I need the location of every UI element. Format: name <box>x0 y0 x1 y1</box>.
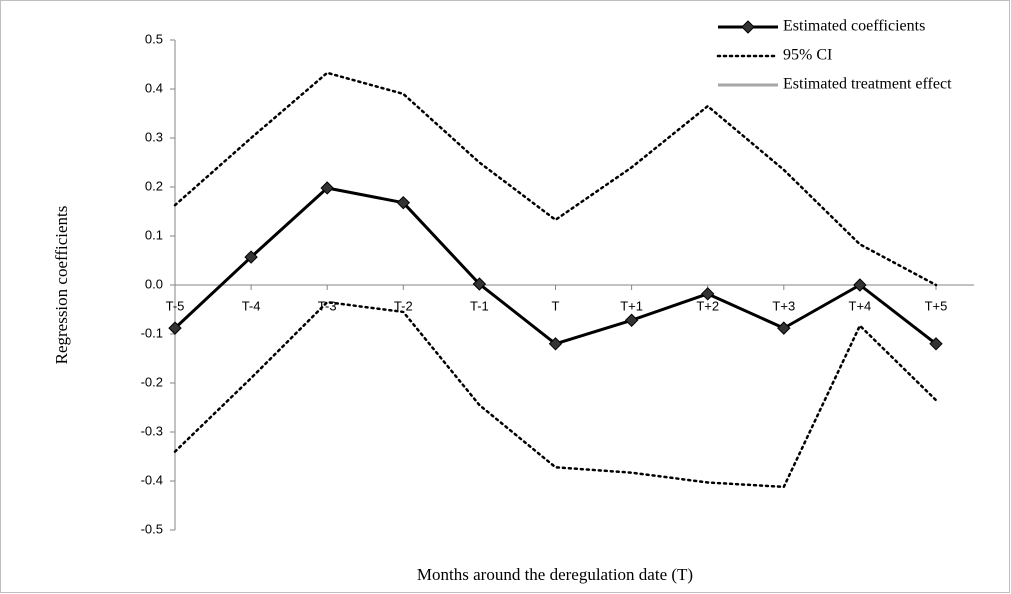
x-tick-label: T-1 <box>470 298 489 313</box>
y-tick-label: 0.4 <box>145 80 163 95</box>
x-tick-label: T+4 <box>849 298 872 313</box>
data-marker <box>548 337 563 351</box>
legend-label: Estimated treatment effect <box>783 76 952 93</box>
data-marker <box>624 313 639 327</box>
data-marker <box>320 181 334 195</box>
legend-label: Estimated coefficients <box>783 18 925 35</box>
x-tick-label: T-4 <box>242 298 261 313</box>
data-marker <box>472 277 487 291</box>
y-tick-label: -0.1 <box>141 325 163 340</box>
data-marker <box>929 337 943 351</box>
y-axis-title: Regression coefficients <box>52 206 71 365</box>
y-tick-label: 0.3 <box>145 129 163 144</box>
y-tick-label: 0.5 <box>145 31 163 46</box>
data-marker <box>777 321 791 335</box>
x-axis-title: Months around the deregulation date (T) <box>417 565 693 584</box>
x-tick-label: T <box>552 298 560 313</box>
x-tick-label: T+5 <box>925 298 948 313</box>
x-tick-label: T-5 <box>166 298 185 313</box>
data-marker <box>853 278 867 292</box>
data-marker <box>244 250 258 264</box>
data-marker <box>168 321 182 335</box>
series-line <box>173 71 938 287</box>
y-tick-label: -0.4 <box>141 472 163 487</box>
legend-marker <box>741 20 755 34</box>
x-tick-label: T-3 <box>318 298 337 313</box>
y-tick-label: -0.2 <box>141 374 163 389</box>
x-tick-label: T+3 <box>772 298 795 313</box>
y-tick-label: -0.3 <box>141 423 163 438</box>
data-marker <box>396 195 411 210</box>
data-marker <box>700 287 715 301</box>
y-tick-label: 0.2 <box>145 178 163 193</box>
y-tick-label: 0.0 <box>145 276 163 291</box>
x-tick-label: T+2 <box>696 298 719 313</box>
x-tick-label: T+1 <box>620 298 643 313</box>
legend-label: 95% CI <box>783 47 832 64</box>
y-tick-label: -0.5 <box>141 521 163 536</box>
y-tick-label: 0.1 <box>145 227 163 242</box>
x-tick-label: T-2 <box>394 298 413 313</box>
series-line <box>173 300 938 489</box>
